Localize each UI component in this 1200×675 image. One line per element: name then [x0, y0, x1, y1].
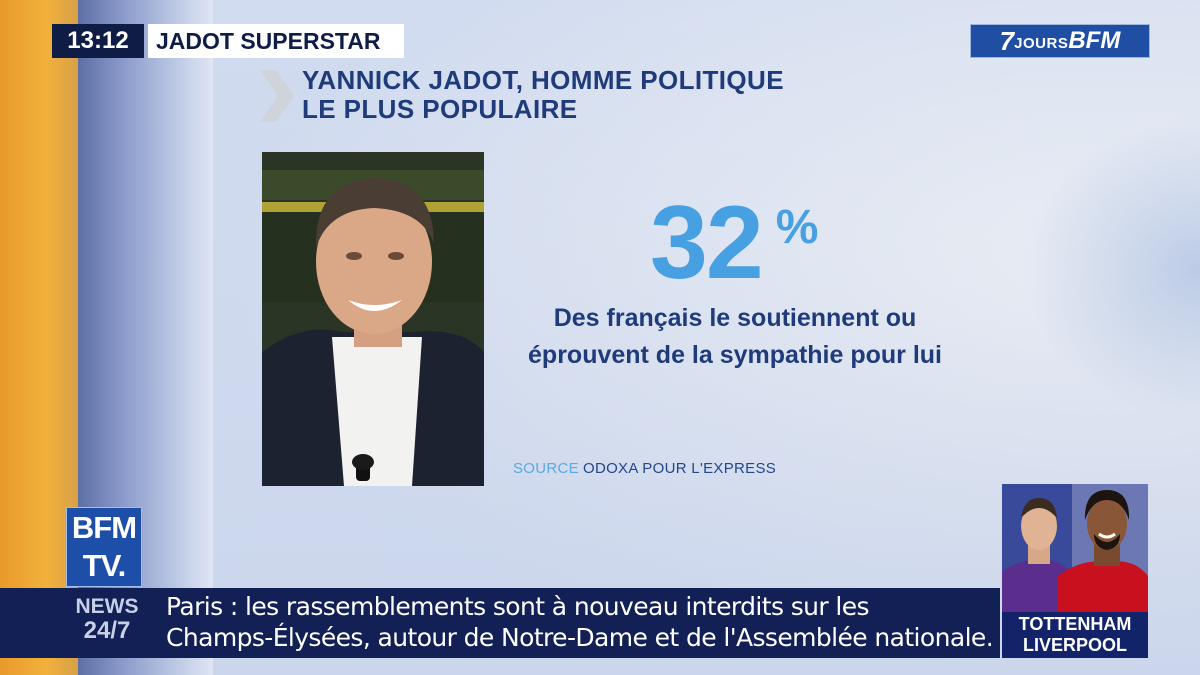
bfmtv-logo: BFM TV.	[66, 507, 142, 587]
channel-logo-bfm: BFM	[1068, 27, 1121, 54]
headline-line-1: YANNICK JADOT, HOMME POLITIQUE	[302, 65, 784, 95]
ticker-line-2: Champs-Élysées, autour de Notre-Dame et …	[166, 623, 994, 652]
promo-team-2: LIVERPOOL	[1022, 635, 1127, 655]
top-bar: 13:12 JADOT SUPERSTAR	[52, 24, 404, 58]
promo-team-1: TOTTENHAM	[1018, 614, 1132, 634]
channel-logo-7jours-bfm: 7 JOURS BFM	[970, 24, 1150, 58]
clock: 13:12	[52, 24, 144, 58]
source-credit: SOURCE ODOXA POUR L'EXPRESS	[513, 460, 776, 477]
players-image	[1002, 484, 1148, 612]
stat-value: 32	[650, 185, 764, 301]
stat-block: 32 %	[650, 188, 818, 298]
match-promo: TOTTENHAM LIVERPOOL	[1002, 484, 1148, 658]
channel-logo-jours: JOURS	[1014, 34, 1069, 52]
person-photo	[262, 152, 484, 486]
news-ticker	[0, 588, 1000, 658]
source-value: ODOXA POUR L'EXPRESS	[582, 460, 777, 477]
channel-logo-seven: 7	[999, 25, 1015, 56]
promo-caption: TOTTENHAM LIVERPOOL	[1002, 612, 1148, 658]
stat-unit: %	[775, 201, 819, 254]
source-label: SOURCE	[513, 460, 579, 477]
headline-line-2: LE PLUS POPULAIRE	[302, 94, 578, 124]
ticker-line-1: Paris : les rassemblements sont à nouvea…	[166, 592, 870, 621]
ticker-headline: Paris : les rassemblements sont à nouvea…	[166, 591, 996, 653]
chevron-right-icon	[260, 70, 294, 122]
bfmtv-logo-line-2: TV.	[82, 548, 126, 583]
headline: YANNICK JADOT, HOMME POLITIQUE LE PLUS P…	[302, 66, 922, 124]
stat-caption-line-1: Des français le soutiennent ou	[553, 304, 917, 332]
news-label-line-2: 24/7	[83, 617, 131, 644]
background-orange-band	[0, 0, 78, 675]
news-label-line-1: NEWS	[75, 595, 139, 618]
stat-caption-line-2: éprouvent de la sympathie pour lui	[528, 341, 942, 369]
show-title: JADOT SUPERSTAR	[148, 24, 404, 58]
bfmtv-logo-line-1: BFM	[71, 510, 137, 545]
stat-caption: Des français le soutiennent ou éprouvent…	[520, 300, 950, 374]
news-24-7-label: NEWS 24/7	[70, 596, 144, 644]
